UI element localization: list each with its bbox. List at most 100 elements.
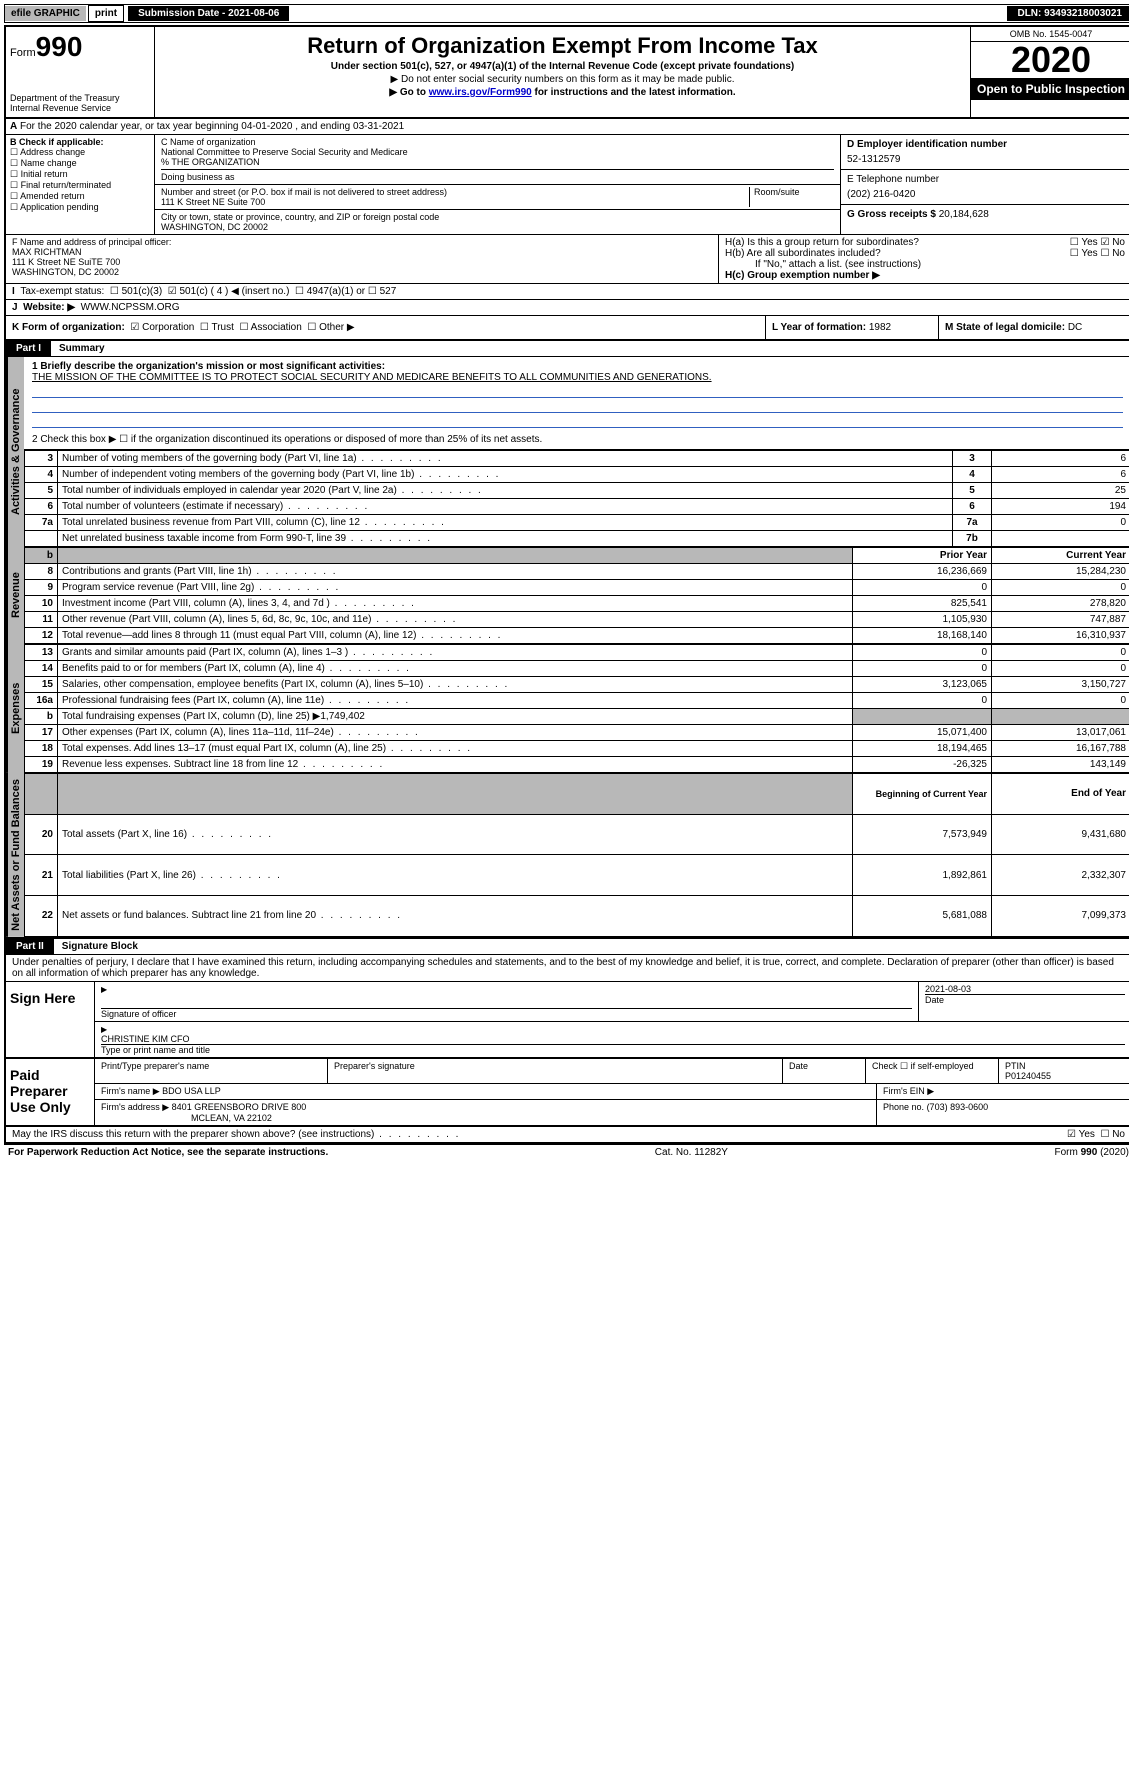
discuss-question: May the IRS discuss this return with the…: [12, 1129, 460, 1140]
chk-amended[interactable]: Amended return: [10, 191, 150, 202]
ptin-label: PTIN: [1005, 1061, 1125, 1071]
chk-pending[interactable]: Application pending: [10, 202, 150, 213]
open-public-badge: Open to Public Inspection: [971, 78, 1129, 100]
year-formation: 1982: [869, 322, 891, 333]
part1-title: Summary: [51, 341, 113, 356]
chk-501c3[interactable]: 501(c)(3): [110, 286, 162, 297]
table-row: 18Total expenses. Add lines 13–17 (must …: [25, 741, 1129, 757]
table-row: 12Total revenue—add lines 8 through 11 (…: [25, 628, 1129, 644]
sig-officer-label: Signature of officer: [101, 1009, 912, 1019]
form-header: Form990 Department of the Treasury Inter…: [4, 25, 1129, 119]
row-fh: F Name and address of principal officer:…: [4, 235, 1129, 284]
domicile-label: M State of legal domicile:: [945, 322, 1065, 333]
box-deg: D Employer identification number 52-1312…: [840, 135, 1129, 234]
table-row: 10Investment income (Part VIII, column (…: [25, 596, 1129, 612]
hb-no[interactable]: No: [1100, 248, 1125, 259]
firm-addr2: MCLEAN, VA 22102: [191, 1113, 272, 1123]
phone-label: E Telephone number: [847, 174, 1125, 185]
phone-value: (202) 216-0420: [847, 189, 1125, 200]
table-row: Net unrelated business taxable income fr…: [25, 531, 1129, 547]
room-label: Room/suite: [749, 187, 834, 207]
table-row: 21Total liabilities (Part X, line 26)1,8…: [25, 855, 1129, 896]
org-address: 111 K Street NE Suite 700: [161, 197, 749, 207]
firm-addr1: 8401 GREENSBORO DRIVE 800: [172, 1102, 307, 1112]
expenses-table: 13Grants and similar amounts paid (Part …: [24, 644, 1129, 773]
chk-trust[interactable]: Trust: [200, 322, 234, 333]
mission-text: THE MISSION OF THE COMMITTEE IS TO PROTE…: [32, 372, 1123, 383]
ha-yes[interactable]: Yes: [1070, 237, 1098, 248]
officer-name: MAX RICHTMAN: [12, 247, 712, 257]
table-row: 14Benefits paid to or for members (Part …: [25, 661, 1129, 677]
prep-name-label: Print/Type preparer's name: [95, 1059, 328, 1083]
chk-final-return[interactable]: Final return/terminated: [10, 180, 150, 191]
tax-year: 2020: [971, 42, 1129, 78]
part2-title: Signature Block: [54, 939, 146, 954]
table-row: 15Salaries, other compensation, employee…: [25, 677, 1129, 693]
print-button[interactable]: print: [88, 5, 124, 22]
chk-501c[interactable]: 501(c) ( 4 ) ◀ (insert no.): [168, 286, 290, 297]
row-klm: K Form of organization: Corporation Trus…: [4, 316, 1129, 341]
firm-phone: (703) 893-0600: [927, 1102, 989, 1112]
table-header: bPrior YearCurrent Year: [25, 548, 1129, 564]
tab-expenses: Expenses: [6, 644, 24, 773]
box-b-label: B Check if applicable:: [10, 137, 150, 147]
chk-4947[interactable]: 4947(a)(1) or: [295, 286, 365, 297]
discuss-yes[interactable]: Yes: [1067, 1129, 1095, 1140]
table-row: 6Total number of volunteers (estimate if…: [25, 499, 1129, 515]
chk-initial-return[interactable]: Initial return: [10, 169, 150, 180]
gross-value: 20,184,628: [939, 209, 989, 220]
chk-address-change[interactable]: Address change: [10, 147, 150, 158]
chk-assoc[interactable]: Association: [239, 322, 301, 333]
hb-note: If "No," attach a list. (see instruction…: [725, 259, 1125, 270]
part1-badge: Part I: [6, 341, 51, 356]
goto-post: for instructions and the latest informat…: [532, 87, 736, 98]
table-row: 9Program service revenue (Part VIII, lin…: [25, 580, 1129, 596]
city-label: City or town, state or province, country…: [161, 212, 834, 222]
revenue-table: bPrior YearCurrent Year8Contributions an…: [24, 547, 1129, 644]
prep-self-emp[interactable]: Check ☐ if self-employed: [866, 1059, 999, 1083]
firm-addr-label: Firm's address ▶: [101, 1102, 169, 1112]
gross-label: G Gross receipts $: [847, 209, 936, 220]
table-row: 7aTotal unrelated business revenue from …: [25, 515, 1129, 531]
chk-527[interactable]: 527: [368, 286, 396, 297]
discuss-row: May the IRS discuss this return with the…: [4, 1127, 1129, 1144]
footer-left: For Paperwork Reduction Act Notice, see …: [8, 1147, 328, 1158]
org-name: National Committee to Preserve Social Se…: [161, 147, 834, 157]
sig-name-label: Type or print name and title: [101, 1045, 1125, 1055]
domicile: DC: [1068, 322, 1082, 333]
table-row: 16aProfessional fundraising fees (Part I…: [25, 693, 1129, 709]
dba-label: Doing business as: [161, 169, 834, 182]
efile-label: efile GRAPHIC: [5, 6, 86, 21]
table-row: 4Number of independent voting members of…: [25, 467, 1129, 483]
sig-date: 2021-08-03: [925, 984, 1125, 995]
box-h: H(a) Is this a group return for subordin…: [718, 235, 1129, 283]
mission-label: 1 Briefly describe the organization's mi…: [32, 361, 1123, 372]
org-name-label: C Name of organization: [161, 137, 834, 147]
firm-ein-label: Firm's EIN ▶: [877, 1084, 1129, 1099]
governance-table: 3Number of voting members of the governi…: [24, 450, 1129, 547]
dept-treasury: Department of the Treasury: [10, 93, 150, 103]
ha-no[interactable]: No: [1100, 237, 1125, 248]
officer-addr1: 111 K Street NE SuiTE 700: [12, 257, 712, 267]
hb-label: H(b) Are all subordinates included?: [725, 248, 881, 259]
hb-yes[interactable]: Yes: [1070, 248, 1098, 259]
netassets-table: Beginning of Current YearEnd of Year20To…: [24, 773, 1129, 937]
part2-badge: Part II: [6, 939, 54, 954]
footer-mid: Cat. No. 11282Y: [655, 1147, 728, 1158]
form-title: Return of Organization Exempt From Incom…: [159, 33, 966, 59]
paid-preparer-label: Paid Preparer Use Only: [6, 1059, 95, 1125]
table-row: 11Other revenue (Part VIII, column (A), …: [25, 612, 1129, 628]
irs-link[interactable]: www.irs.gov/Form990: [429, 87, 532, 98]
table-row: 8Contributions and grants (Part VIII, li…: [25, 564, 1129, 580]
form-number: Form990: [10, 31, 150, 63]
box-b: B Check if applicable: Address change Na…: [6, 135, 155, 234]
discuss-no[interactable]: No: [1100, 1129, 1125, 1140]
website-label: Website: ▶: [23, 302, 75, 313]
ha-label: H(a) Is this a group return for subordin…: [725, 237, 919, 248]
row-j: J Website: ▶ WWW.NCPSSM.ORG: [4, 300, 1129, 316]
box-f: F Name and address of principal officer:…: [6, 235, 718, 283]
chk-corp[interactable]: Corporation: [130, 322, 194, 333]
sig-name: CHRISTINE KIM CFO: [101, 1034, 1125, 1045]
chk-other[interactable]: Other ▶: [307, 322, 354, 333]
chk-name-change[interactable]: Name change: [10, 158, 150, 169]
